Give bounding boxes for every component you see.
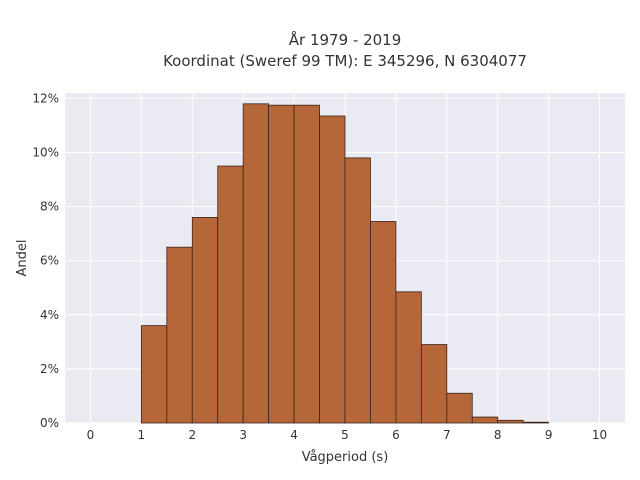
title-line-2: Koordinat (Sweref 99 TM): E 345296, N 63… [163,52,527,70]
x-tick-label: 2 [188,428,196,442]
histogram-bar [471,416,499,424]
y-axis-label: Andel [15,240,30,277]
y-tick-label: 4% [40,308,59,322]
y-tick-label: 12% [32,91,59,105]
title-line-1: År 1979 - 2019 [289,30,402,49]
x-tick-label: 9 [545,428,553,442]
x-axis-ticks: 0 1 2 3 4 5 6 7 8 9 10 [87,428,608,442]
histogram-bar [522,421,550,424]
histogram-bar [268,104,295,424]
y-tick-label: 8% [40,200,59,214]
chart-title: År 1979 - 2019 Koordinat (Sweref 99 TM):… [163,30,527,70]
histogram-bar [140,325,168,424]
x-tick-label: 5 [341,428,349,442]
histogram-bar [319,115,346,424]
y-tick-label: 6% [40,254,59,268]
histogram-bar [242,103,270,424]
x-tick-label: 4 [290,428,298,442]
histogram-bar [166,246,193,424]
y-axis-ticks: 0% 2% 4% 6% 8% 10% 12% [32,91,59,430]
y-tick-label: 2% [40,362,59,376]
y-tick-label: 10% [32,146,59,160]
histogram-bar [191,217,219,424]
histogram-bar [420,344,448,424]
x-tick-label: 10 [592,428,607,442]
histogram-bar [344,157,371,424]
x-tick-label: 3 [239,428,247,442]
x-tick-label: 1 [138,428,146,442]
y-tick-label: 0% [40,416,59,430]
histogram-bar [217,165,244,424]
x-tick-label: 8 [494,428,502,442]
x-tick-label: 7 [443,428,451,442]
histogram-bar [293,104,320,424]
x-tick-label: 6 [392,428,400,442]
histogram-bar [497,419,524,424]
bars [140,103,550,424]
x-tick-label: 0 [87,428,95,442]
histogram-bar [395,291,422,424]
x-axis-label: Vågperiod (s) [302,450,389,465]
histogram-bar [446,392,473,424]
histogram-bar [370,221,397,424]
